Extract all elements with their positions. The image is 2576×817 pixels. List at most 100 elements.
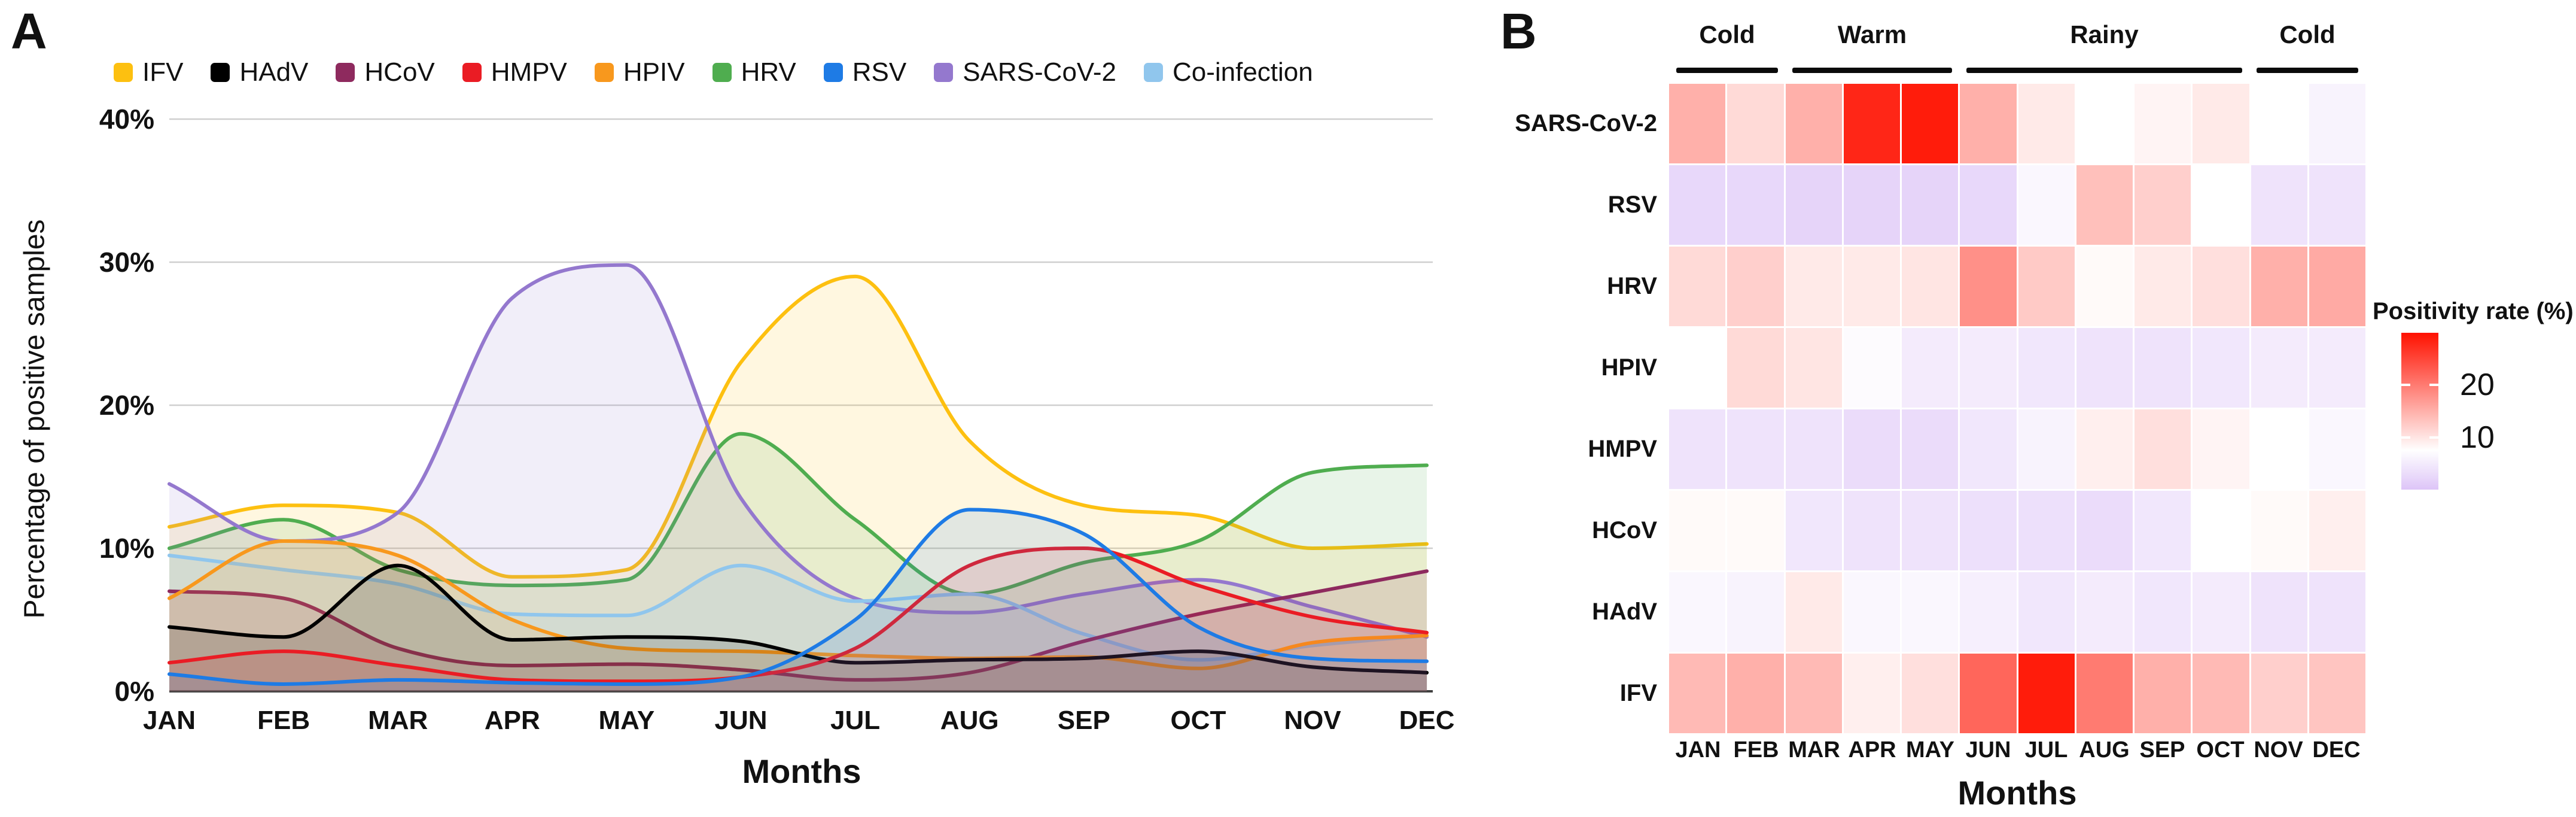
legend-item-RSV: RSV	[823, 57, 907, 87]
legend-label-HAdV: HAdV	[239, 57, 309, 87]
x-axis-title-panel-b: Months	[1957, 774, 2077, 812]
legend-item-Co-infection: Co-infection	[1143, 57, 1313, 87]
legend-swatch-HMPV	[462, 63, 482, 82]
heatmap-cell-HCoV-MAY	[1902, 491, 1959, 570]
heatmap-cell-HCoV-NOV	[2251, 491, 2307, 570]
heatmap-cell-SARS-CoV-2-JAN	[1669, 84, 1726, 163]
season-bar-rainy-2	[1966, 68, 2242, 73]
season-group-cold-3: Cold	[2249, 16, 2365, 73]
heatmap-month-label-MAY: MAY	[1906, 737, 1954, 763]
legend-label-IFV: IFV	[142, 57, 184, 87]
heatmap-month-label-JUL: JUL	[2024, 737, 2068, 763]
heatmap-cell-RSV-SEP	[2135, 165, 2191, 245]
virus-seasonality-line-chart: 0% 10% 20% 30% 40% JAN FEB MAR APR MAY JUN JUL AUG SE…	[99, 104, 1455, 735]
heatmap-cell-HMPV-JUN	[1960, 409, 2017, 489]
heatmap-month-label-OCT: OCT	[2196, 737, 2245, 763]
x-tick-label-JUN: JUN	[714, 706, 767, 735]
heatmap-cell-IFV-JUN	[1960, 654, 2017, 733]
series-line-HPIV	[168, 539, 1429, 670]
season-label-cold-0: Cold	[1699, 20, 1755, 48]
series-area-IFV	[169, 276, 1427, 691]
heatmap-month-label-NOV: NOV	[2254, 737, 2303, 763]
heatmap-cell-HMPV-MAY	[1902, 409, 1959, 489]
colorbar-notch-10-right	[2429, 436, 2438, 439]
heatmap-cell-HMPV-APR	[1843, 409, 1900, 489]
heatmap-cell-RSV-NOV	[2251, 165, 2307, 245]
heatmap-cell-IFV-DEC	[2309, 654, 2365, 733]
legend-swatch-Co-infection	[1143, 63, 1163, 82]
x-tick-label-DEC: DEC	[1399, 706, 1455, 735]
heatmap-cell-HCoV-JUL	[2018, 491, 2075, 570]
positivity-heatmap	[1669, 84, 2365, 733]
heatmap-row-labels: SARS-CoV-2 RSV HRV HPIV HMPV HCoV HAdV IFV	[1436, 84, 1657, 733]
heatmap-cell-SARS-CoV-2-APR	[1843, 84, 1900, 163]
series-area-HMPV	[169, 548, 1427, 691]
colorbar-notch-20-right	[2429, 384, 2438, 387]
colorbar-gradient	[2401, 333, 2438, 490]
legend-item-HMPV: HMPV	[462, 57, 567, 87]
heatmap-row-label-RSV: RSV	[1607, 192, 1657, 218]
heatmap-cell-HCoV-OCT	[2193, 491, 2249, 570]
legend-label-HRV: HRV	[741, 57, 796, 87]
heatmap-cell-HAdV-JUL	[2018, 572, 2075, 652]
heatmap-cell-HCoV-APR	[1843, 491, 1900, 570]
heatmap-cell-HRV-FEB	[1727, 247, 1784, 326]
x-tick-label-MAR: MAR	[368, 706, 428, 735]
heatmap-cell-HPIV-MAR	[1785, 328, 1842, 408]
heatmap-cell-SARS-CoV-2-AUG	[2076, 84, 2133, 163]
heatmap-cell-HRV-APR	[1843, 247, 1900, 326]
heatmap-cell-HAdV-SEP	[2135, 572, 2191, 652]
legend-item-HCoV: HCoV	[336, 57, 435, 87]
heatmap-cell-HRV-SEP	[2135, 247, 2191, 326]
heatmap-cell-RSV-JUN	[1960, 165, 2017, 245]
heatmap-cell-HCoV-DEC	[2309, 491, 2365, 570]
heatmap-cell-IFV-NOV	[2251, 654, 2307, 733]
x-tick-label-AUG: AUG	[940, 706, 999, 735]
legend-item-HAdV: HAdV	[211, 57, 308, 87]
legend-swatch-HRV	[712, 63, 732, 82]
season-bar-cold-3	[2257, 68, 2358, 73]
heatmap-row-label-HMPV: HMPV	[1588, 436, 1657, 462]
y-tick-label-20%: 20%	[99, 390, 154, 421]
x-tick-label-MAY: MAY	[599, 706, 655, 735]
heatmap-cell-HAdV-APR	[1843, 572, 1900, 652]
panel-b-label: B	[1500, 3, 1537, 59]
season-bar-cold-0	[1676, 68, 1778, 73]
legend-swatch-HPIV	[594, 63, 614, 82]
heatmap-cell-HMPV-OCT	[2193, 409, 2249, 489]
legend-label-HCoV: HCoV	[364, 57, 435, 87]
season-label-cold-3: Cold	[2279, 20, 2336, 48]
heatmap-cell-HRV-AUG	[2076, 247, 2133, 326]
legend-swatch-IFV	[114, 63, 133, 82]
series-line-RSV	[168, 508, 1429, 687]
colorbar-tick-label-20: 20	[2460, 368, 2495, 403]
heatmap-cell-HAdV-OCT	[2193, 572, 2249, 652]
heatmap-cell-IFV-MAR	[1785, 654, 1842, 733]
x-tick-label-OCT: OCT	[1170, 706, 1226, 735]
heatmap-cell-HRV-NOV	[2251, 247, 2307, 326]
heatmap-cell-HAdV-MAY	[1902, 572, 1959, 652]
heatmap-cell-HRV-DEC	[2309, 247, 2365, 326]
heatmap-cell-IFV-OCT	[2193, 654, 2249, 733]
legend-item-SARS-CoV-2: SARS-CoV-2	[934, 57, 1116, 87]
series-area-HPIV	[169, 541, 1427, 691]
season-bar-warm-1	[1792, 68, 1952, 73]
heatmap-cell-HPIV-NOV	[2251, 328, 2307, 408]
heatmap-cell-HMPV-DEC	[2309, 409, 2365, 489]
legend-label-HMPV: HMPV	[491, 57, 567, 87]
heatmap-row-label-HPIV: HPIV	[1601, 354, 1657, 381]
heatmap-cell-IFV-FEB	[1727, 654, 1784, 733]
heatmap-cell-RSV-FEB	[1727, 165, 1784, 245]
legend-label-RSV: RSV	[852, 57, 907, 87]
heatmap-cell-HMPV-JUL	[2018, 409, 2075, 489]
heatmap-cell-SARS-CoV-2-JUN	[1960, 84, 2017, 163]
heatmap-cell-RSV-MAR	[1785, 165, 1842, 245]
heatmap-cell-RSV-OCT	[2193, 165, 2249, 245]
colorbar-notch-10-left	[2401, 436, 2410, 439]
heatmap-cell-IFV-SEP	[2135, 654, 2191, 733]
heatmap-cell-SARS-CoV-2-SEP	[2135, 84, 2191, 163]
heatmap-cell-HCoV-JUN	[1960, 491, 2017, 570]
heatmap-cell-SARS-CoV-2-MAR	[1785, 84, 1842, 163]
heatmap-cell-SARS-CoV-2-DEC	[2309, 84, 2365, 163]
